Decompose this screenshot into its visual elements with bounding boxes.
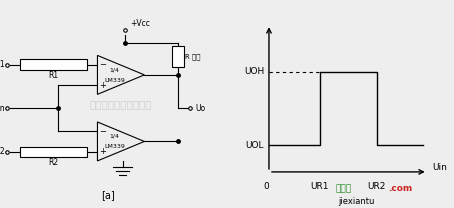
Text: .com: .com: [388, 184, 412, 193]
Text: jiexiantu: jiexiantu: [338, 197, 375, 206]
Text: 描线图: 描线图: [336, 184, 352, 193]
Text: UR2: UR2: [0, 147, 5, 156]
Text: −: −: [99, 127, 107, 136]
Text: R 上拉: R 上拉: [185, 53, 201, 60]
Text: UOL: UOL: [246, 141, 264, 150]
Bar: [20, 59, 87, 70]
Text: Uin: Uin: [0, 104, 5, 113]
Text: +: +: [99, 147, 107, 156]
Text: −: −: [99, 60, 107, 69]
Text: 0: 0: [263, 182, 269, 191]
Text: UR1: UR1: [0, 60, 5, 69]
Text: UOH: UOH: [244, 67, 264, 76]
Text: UR1: UR1: [311, 182, 329, 191]
Text: R1: R1: [49, 71, 59, 80]
Text: +Vcc: +Vcc: [130, 19, 150, 28]
Text: 杭州将睽科技有限公司: 杭州将睽科技有限公司: [89, 99, 152, 109]
Text: UR2: UR2: [368, 182, 386, 191]
Text: +: +: [99, 81, 107, 90]
Bar: [172, 46, 184, 67]
Text: R2: R2: [49, 158, 59, 167]
Text: Uo: Uo: [195, 104, 205, 113]
Text: [a]: [a]: [101, 190, 115, 200]
Bar: [20, 146, 87, 157]
Text: Uin: Uin: [433, 163, 447, 172]
Text: 1/4: 1/4: [110, 67, 120, 72]
Text: LM339: LM339: [104, 144, 125, 149]
Text: 1/4: 1/4: [110, 134, 120, 139]
Text: LM339: LM339: [104, 78, 125, 83]
